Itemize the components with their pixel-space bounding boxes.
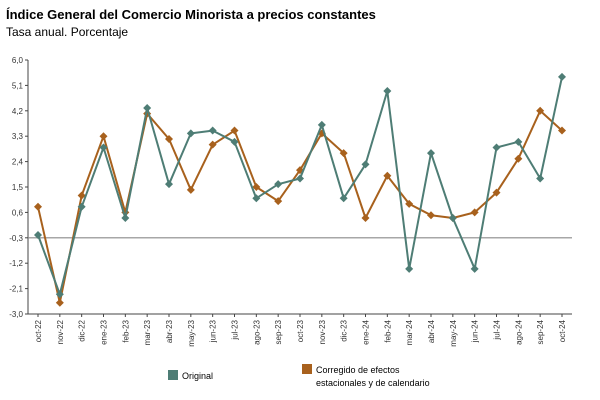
x-tick-label: oct-23 <box>296 319 305 342</box>
data-point-corregido <box>99 132 108 141</box>
data-point-original <box>121 214 130 223</box>
data-point-original <box>165 180 173 189</box>
data-point-original <box>383 87 392 96</box>
y-tick-label: -2,1 <box>9 285 23 294</box>
x-tick-label: abr-23 <box>165 319 174 343</box>
data-point-original <box>536 174 545 183</box>
x-tick-label: ene-24 <box>362 319 371 344</box>
data-point-original <box>492 143 501 152</box>
data-point-original <box>34 230 42 239</box>
legend-label-corregido-line2: estacionales y de calendario <box>316 378 430 388</box>
x-tick-label: oct-22 <box>34 319 43 342</box>
x-tick-label: abr-24 <box>427 319 436 343</box>
data-point-original <box>405 264 414 273</box>
data-point-corregido <box>383 171 392 180</box>
data-point-original <box>230 137 239 146</box>
x-axis: oct-22 nov-22 dic-22 ene-23 feb-23 mar-23 abr-… <box>28 313 572 347</box>
x-tick-label: may-24 <box>449 319 458 346</box>
data-point-original <box>558 72 566 81</box>
x-tick-label: nov-23 <box>318 319 327 344</box>
y-tick-label: -0,3 <box>9 234 23 243</box>
x-tick-label: ago-23 <box>252 319 261 344</box>
data-point-corregido <box>558 126 566 135</box>
x-tick-label: dic-22 <box>78 319 87 341</box>
legend-corregido: Corregido de efectos estacionales y de c… <box>302 364 482 392</box>
legend-swatch-corregido <box>302 364 312 374</box>
x-tick-label: mar-24 <box>405 319 414 345</box>
x-tick-label: ago-24 <box>514 319 523 344</box>
x-tick-label: sep-23 <box>274 319 283 344</box>
y-tick-label: 6,0 <box>12 56 24 65</box>
x-tick-label: sep-24 <box>536 319 545 344</box>
data-point-corregido <box>492 188 501 197</box>
data-point-original <box>55 290 64 299</box>
y-tick-label: 0,6 <box>12 208 24 217</box>
legend-original: Original <box>168 370 268 384</box>
data-point-corregido <box>230 126 239 135</box>
data-point-original <box>427 149 435 158</box>
data-point-corregido <box>208 140 217 149</box>
data-point-corregido <box>77 191 86 200</box>
x-tick-label: may-23 <box>187 319 196 346</box>
data-point-corregido <box>165 135 173 144</box>
x-tick-label: feb-23 <box>121 319 130 342</box>
data-point-corregido <box>274 197 283 206</box>
data-point-corregido <box>361 214 370 223</box>
data-point-corregido <box>514 154 523 163</box>
data-point-original <box>296 174 304 183</box>
x-tick-label: jul-23 <box>231 319 240 340</box>
data-point-corregido <box>55 298 64 307</box>
data-point-corregido <box>427 211 435 220</box>
y-tick-label: -3,0 <box>9 310 23 319</box>
y-tick-label: 4,2 <box>12 107 24 116</box>
data-point-corregido <box>339 149 348 158</box>
y-tick-label: 5,1 <box>12 81 24 90</box>
data-point-original <box>470 264 479 273</box>
legend-label-original: Original <box>182 371 214 381</box>
data-point-corregido <box>34 202 42 211</box>
y-tick-label: -1,2 <box>9 259 23 268</box>
legend-swatch-original <box>168 370 178 380</box>
data-point-original <box>448 214 457 223</box>
x-tick-label: oct-24 <box>558 319 567 342</box>
x-tick-label: ene-23 <box>100 319 109 344</box>
y-axis: 6,0 5,1 4,2 3,3 2,4 1,5 0,6 -0,3 -1,2 -2,1 -3,0 <box>9 56 29 319</box>
data-point-original <box>143 103 152 112</box>
series-line-corregido <box>37 109 563 304</box>
data-point-original <box>317 120 326 129</box>
data-point-original <box>208 126 217 135</box>
x-tick-label: mar-23 <box>143 319 152 345</box>
data-point-original <box>274 180 283 189</box>
data-point-corregido <box>186 185 195 194</box>
data-point-corregido <box>405 199 414 208</box>
data-point-original <box>361 160 370 169</box>
x-tick-label: jun-23 <box>209 319 218 343</box>
data-point-original <box>339 194 348 203</box>
chart-subtitle: Tasa anual. Porcentaje <box>6 25 129 39</box>
data-point-original <box>252 194 261 203</box>
legend-label-corregido-line1: Corregido de efectos <box>316 365 400 375</box>
x-tick-label: feb-24 <box>383 319 392 342</box>
data-point-corregido <box>252 183 261 191</box>
y-tick-label: 2,4 <box>12 158 24 167</box>
y-tick-label: 3,3 <box>12 132 24 141</box>
x-tick-label: jul-24 <box>493 319 502 340</box>
chart-title: Índice General del Comercio Minorista a … <box>6 7 376 22</box>
x-tick-label: jun-24 <box>471 319 480 343</box>
y-tick-label: 1,5 <box>12 183 24 192</box>
series-layer <box>34 72 566 307</box>
data-point-corregido <box>536 106 545 115</box>
x-tick-label: dic-23 <box>340 319 349 341</box>
data-point-original <box>514 137 523 146</box>
data-point-original <box>186 129 195 138</box>
x-tick-label: nov-22 <box>56 319 65 344</box>
data-point-original <box>77 202 86 211</box>
data-point-corregido <box>470 208 479 217</box>
data-point-original <box>99 143 108 152</box>
series-original <box>34 72 566 299</box>
